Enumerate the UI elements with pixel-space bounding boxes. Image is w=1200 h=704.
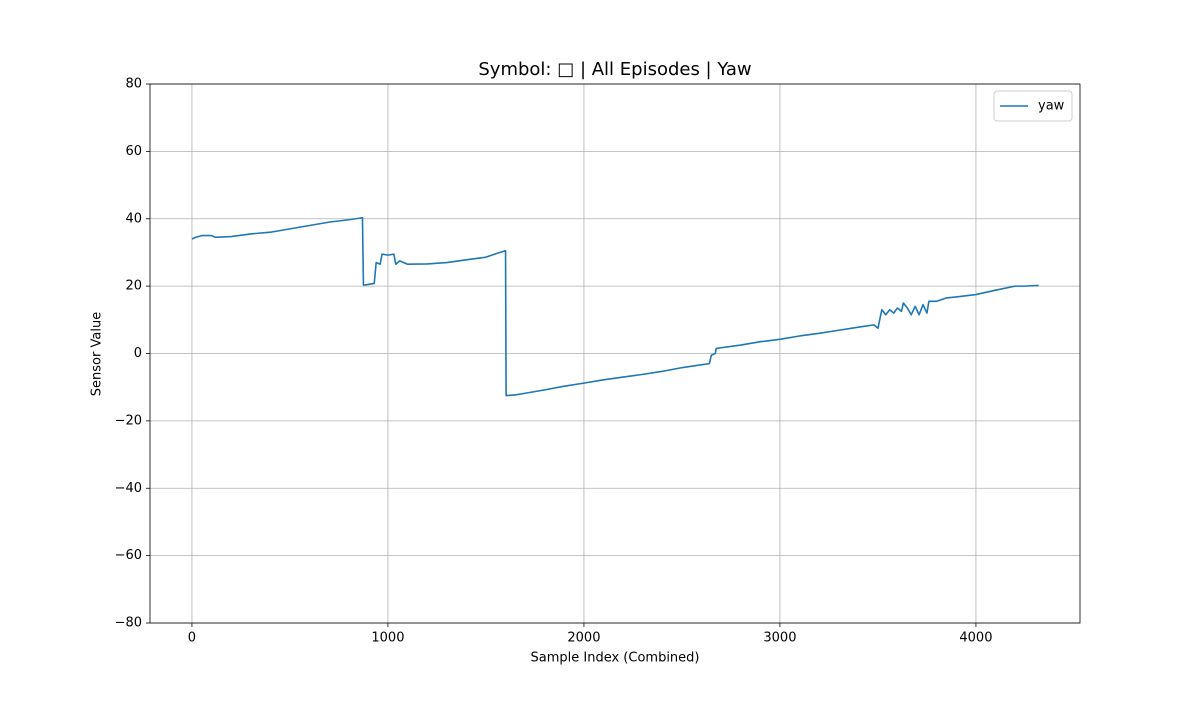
y-tick-label: −40 — [115, 481, 142, 496]
plot-frame — [149, 83, 1081, 624]
y-tick-label: 0 — [134, 346, 142, 361]
y-tick-label: 20 — [125, 279, 142, 294]
legend-box — [993, 90, 1073, 122]
y-tick-label: 60 — [125, 144, 142, 159]
chart-title: Symbol: □ | All Episodes | Yaw — [478, 59, 751, 80]
x-tick-label: 0 — [188, 631, 196, 646]
x-tick-label: 4000 — [959, 631, 992, 646]
y-tick-label: −60 — [115, 548, 142, 563]
x-axis-label: Sample Index (Combined) — [531, 651, 700, 666]
data-line — [191, 216, 1039, 397]
x-tick-label: 3000 — [763, 631, 796, 646]
legend-label: yaw — [1038, 99, 1065, 114]
y-tick-label: −80 — [115, 616, 142, 631]
x-tick-label: 1000 — [371, 631, 404, 646]
legend: yaw — [993, 90, 1073, 122]
y-tick-label: 80 — [125, 77, 142, 92]
x-tick-label: 2000 — [567, 631, 600, 646]
y-tick-label: −20 — [115, 413, 142, 428]
y-tick-label: 40 — [125, 211, 142, 226]
y-axis-label: Sensor Value — [90, 312, 105, 396]
